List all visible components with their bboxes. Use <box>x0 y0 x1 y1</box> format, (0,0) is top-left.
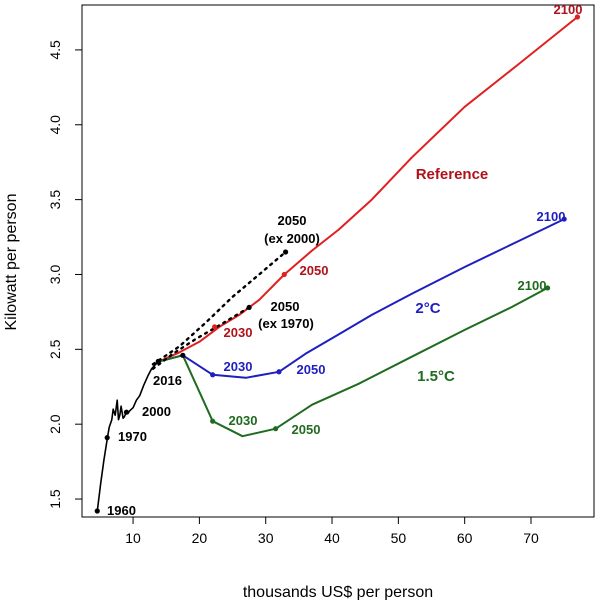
annotation-label: 1.5°C <box>417 368 455 385</box>
y-tick-label: 4.0 <box>47 115 63 135</box>
x-tick-label: 20 <box>192 530 208 546</box>
data-points <box>94 14 581 514</box>
series-line-ex2000 <box>151 250 287 366</box>
y-tick-label: 1.5 <box>47 489 63 509</box>
x-tick-label: 30 <box>258 530 274 546</box>
data-point <box>94 508 100 514</box>
annotation-label: 2100 <box>518 278 547 293</box>
x-axis: 10 20 30 40 50 60 70 <box>125 517 539 546</box>
data-point <box>246 304 252 311</box>
x-tick-label: 50 <box>391 530 407 546</box>
data-point <box>574 14 581 20</box>
annotation-label: 2050 <box>292 422 321 437</box>
annotations: 1960 1970 2000 2016 2050 (ex 2000) 2050 (ex 197… <box>107 2 582 518</box>
annotation-label: 2100 <box>554 2 583 17</box>
data-point <box>210 418 216 424</box>
annotation-label: 2050 <box>278 213 307 228</box>
plot-frame <box>81 4 595 518</box>
data-point <box>180 352 186 358</box>
data-point <box>155 358 161 364</box>
annotation-label: 2°C <box>415 300 440 317</box>
series-line-two-degree <box>159 218 565 379</box>
series-line-one-point-five <box>159 287 549 438</box>
y-tick-label: 2.0 <box>47 414 63 434</box>
annotation-label: 1960 <box>107 503 136 518</box>
annotation-label: 2050 <box>300 263 329 278</box>
y-axis-title: Kilowatt per person <box>3 194 20 331</box>
x-tick-label: 40 <box>324 530 340 546</box>
annotation-label: 2030 <box>224 325 253 340</box>
x-tick-label: 60 <box>457 530 473 546</box>
series-lines <box>96 16 579 512</box>
data-point <box>561 216 567 222</box>
y-tick-label: 3.5 <box>47 190 63 210</box>
data-point <box>276 369 282 375</box>
data-point <box>544 285 551 291</box>
annotation-label: 2050 <box>271 299 300 314</box>
data-point <box>212 324 218 330</box>
y-axis: 1.5 2.0 2.5 3.0 3.5 4.0 4.5 <box>47 40 82 509</box>
y-tick-label: 4.5 <box>47 40 63 60</box>
annotation-label: Reference <box>416 166 489 183</box>
annotation-label: 2030 <box>229 413 258 428</box>
x-axis-title: thousands US$ per person <box>243 584 433 600</box>
y-tick-label: 3.0 <box>47 265 63 285</box>
y-tick-label: 2.5 <box>47 339 63 359</box>
annotation-label: (ex 2000) <box>264 231 320 246</box>
data-point <box>123 409 130 415</box>
series-line-reference <box>159 16 579 363</box>
x-tick-label: 10 <box>125 530 141 546</box>
data-point <box>281 271 287 278</box>
annotation-label: 2050 <box>297 362 326 377</box>
annotation-label: 2016 <box>153 373 182 388</box>
annotation-label: 1970 <box>118 429 147 444</box>
annotation-label: 2000 <box>142 404 171 419</box>
data-point <box>273 426 279 432</box>
data-point <box>210 372 216 378</box>
data-point <box>283 249 289 255</box>
series-line-ex1970 <box>151 306 251 370</box>
annotation-label: 2100 <box>537 209 566 224</box>
annotation-label: 2030 <box>224 359 253 374</box>
annotation-label: (ex 1970) <box>258 316 314 331</box>
data-point <box>104 435 110 441</box>
x-tick-label: 70 <box>523 530 539 546</box>
series-line-historical <box>96 360 161 512</box>
